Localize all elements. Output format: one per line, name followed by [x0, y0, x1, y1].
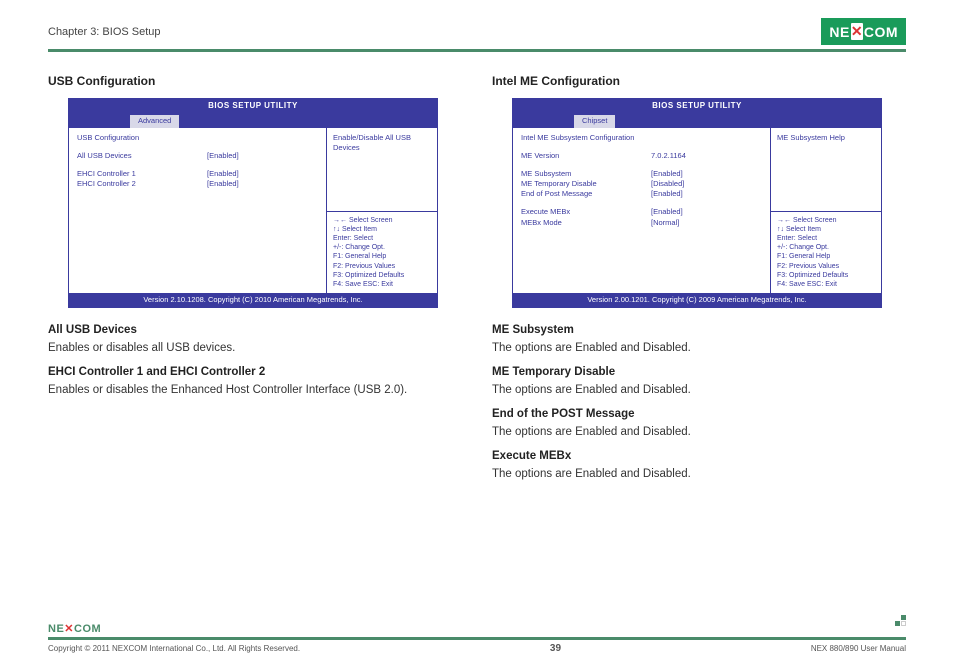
- right-sub-text: The options are Enabled and Disabled.: [492, 342, 906, 354]
- right-sub-heading: Execute MEBx: [492, 450, 906, 462]
- bios-row: ME Version 7.0.2.1164: [521, 151, 762, 161]
- left-sub-text: Enables or disables all USB devices.: [48, 342, 462, 354]
- manual-title: NEX 880/890 User Manual: [811, 644, 906, 653]
- footer-logo: NE✕COM: [48, 622, 906, 635]
- bios-footer: Version 2.10.1208. Copyright (C) 2010 Am…: [69, 293, 437, 307]
- bios-row: All USB Devices [Enabled]: [77, 151, 318, 161]
- nexcom-logo: NE✕COM: [821, 18, 906, 45]
- page-footer: NE✕COM Copyright © 2011 NEXCOM Internati…: [48, 622, 906, 654]
- bios-panel-left: BIOS SETUP UTILITY Advanced USB Configur…: [68, 98, 438, 308]
- bios-section-label: Intel ME Subsystem Configuration: [521, 133, 762, 143]
- bios-tab-advanced: Advanced: [129, 114, 180, 128]
- bios-row: MEBx Mode [Normal]: [521, 218, 762, 228]
- bios-panel-right: BIOS SETUP UTILITY Chipset Intel ME Subs…: [512, 98, 882, 308]
- bios-row: End of Post Message [Enabled]: [521, 189, 762, 199]
- bios-title: BIOS SETUP UTILITY: [513, 99, 881, 114]
- bios-help-text: Enable/Disable All USB Devices: [327, 128, 437, 211]
- bios-row: EHCI Controller 2 [Enabled]: [77, 179, 318, 189]
- left-heading: USB Configuration: [48, 74, 462, 88]
- right-heading: Intel ME Configuration: [492, 74, 906, 88]
- right-sub-text: The options are Enabled and Disabled.: [492, 468, 906, 480]
- bios-footer: Version 2.00.1201. Copyright (C) 2009 Am…: [513, 293, 881, 307]
- bios-row: ME Temporary Disable [Disabled]: [521, 179, 762, 189]
- decorative-squares: [894, 614, 906, 626]
- bios-title: BIOS SETUP UTILITY: [69, 99, 437, 114]
- bios-section-label: USB Configuration: [77, 133, 318, 143]
- bios-row: EHCI Controller 1 [Enabled]: [77, 169, 318, 179]
- bios-key-legend: →← Select Screen ↑↓ Select Item Enter: S…: [327, 211, 437, 293]
- bios-help-text: ME Subsystem Help: [771, 128, 881, 211]
- copyright-text: Copyright © 2011 NEXCOM International Co…: [48, 644, 300, 653]
- chapter-title: Chapter 3: BIOS Setup: [48, 26, 161, 38]
- left-sub-heading: All USB Devices: [48, 324, 462, 336]
- right-sub-heading: ME Subsystem: [492, 324, 906, 336]
- page-number: 39: [550, 643, 561, 654]
- bios-tab-chipset: Chipset: [573, 114, 616, 128]
- right-sub-heading: End of the POST Message: [492, 408, 906, 420]
- left-sub-heading: EHCI Controller 1 and EHCI Controller 2: [48, 366, 462, 378]
- bios-key-legend: →← Select Screen ↑↓ Select Item Enter: S…: [771, 211, 881, 293]
- bios-row: Execute MEBx [Enabled]: [521, 207, 762, 217]
- right-sub-text: The options are Enabled and Disabled.: [492, 384, 906, 396]
- right-sub-text: The options are Enabled and Disabled.: [492, 426, 906, 438]
- bios-row: ME Subsystem [Enabled]: [521, 169, 762, 179]
- header-rule: [48, 49, 906, 52]
- right-sub-heading: ME Temporary Disable: [492, 366, 906, 378]
- left-sub-text: Enables or disables the Enhanced Host Co…: [48, 384, 462, 396]
